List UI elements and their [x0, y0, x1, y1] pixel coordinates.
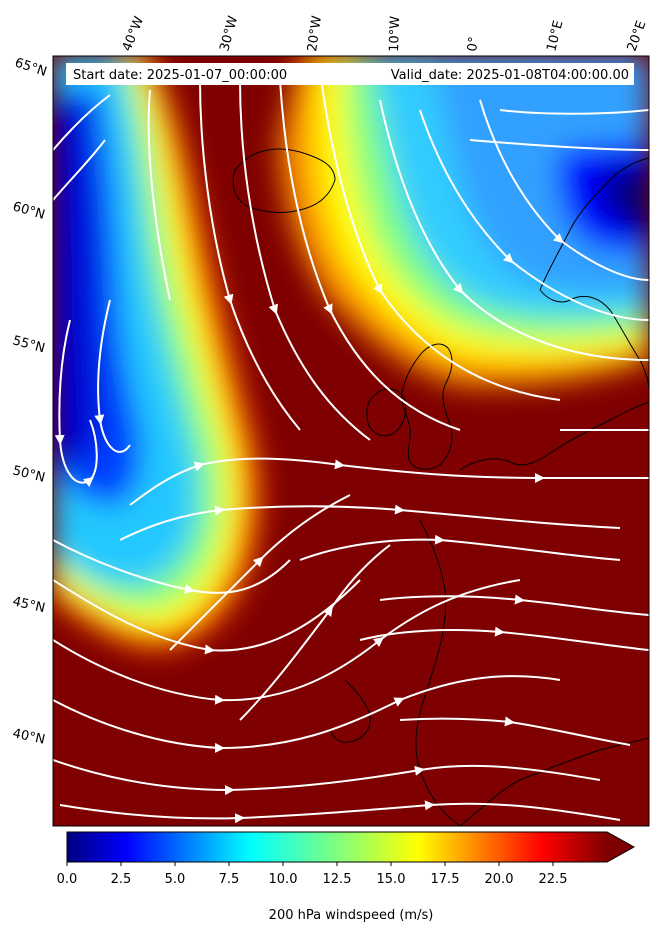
lat-label-45n: 45°N	[11, 594, 46, 616]
scandinavia-coast	[539, 157, 649, 391]
lon-label-0: 0°	[465, 36, 482, 53]
colorbar-tick-label: 2.5	[111, 872, 132, 887]
colorbar-tick-label: 20.0	[485, 872, 514, 887]
colorbar-tick-label: 12.5	[323, 872, 352, 887]
map-frame	[52, 55, 650, 827]
ireland-coast	[366, 388, 407, 437]
lat-label-60n: 60°N	[11, 199, 47, 222]
colorbar-outline	[66, 831, 636, 863]
colorbar-tick-label: 15.0	[377, 872, 406, 887]
colorbar-label: 200 hPa windspeed (m/s)	[269, 908, 434, 923]
info-box	[66, 63, 634, 85]
colorbar: 0.0 2.5 5.0 7.5 10.0 12.5 15.0 17.5 20.0 22.5 200…	[57, 831, 636, 923]
lon-label-20e: 20°E	[625, 19, 650, 54]
valid-date-label: Valid_date: 2025-01-08T04:00:00.00	[391, 68, 629, 83]
lat-label-40n: 40°N	[11, 726, 46, 747]
colorbar-tick-label: 10.0	[269, 872, 298, 887]
colorbar-tick-label: 22.5	[539, 872, 568, 887]
colorbar-tick-label: 7.5	[219, 872, 240, 887]
lon-label-20w: 20°W	[305, 15, 325, 53]
windspeed-field	[53, 56, 649, 826]
colorbar-tick-label: 0.0	[57, 872, 78, 887]
lon-label-10w: 10°W	[387, 16, 403, 53]
europe-north-coast	[459, 401, 649, 471]
lon-label-40w: 40°W	[120, 14, 147, 53]
colorbar-ticks: 0.0 2.5 5.0 7.5 10.0 12.5 15.0 17.5 20.0 22.5	[57, 862, 568, 887]
colorbar-gradient	[67, 832, 607, 862]
colorbar-extend-arrow	[607, 832, 634, 862]
streamlines	[53, 69, 649, 824]
lon-label-10e: 10°E	[544, 19, 566, 53]
lat-label-65n: 65°N	[13, 56, 49, 80]
latitude-labels: 65°N 60°N 55°N 50°N 45°N 40°N	[11, 56, 49, 748]
lat-label-55n: 55°N	[11, 333, 47, 356]
colorbar-tick-label: 17.5	[431, 872, 460, 887]
longitude-labels: 40°W 30°W 20°W 10°W 0° 10°E 20°E	[120, 14, 650, 53]
lat-label-50n: 50°N	[11, 463, 46, 485]
start-date-label: Start date: 2025-01-07_00:00:00	[73, 68, 287, 83]
colorbar-tick-label: 5.0	[165, 872, 186, 887]
iberia-coast	[415, 519, 461, 826]
lon-label-30w: 30°W	[217, 14, 241, 53]
